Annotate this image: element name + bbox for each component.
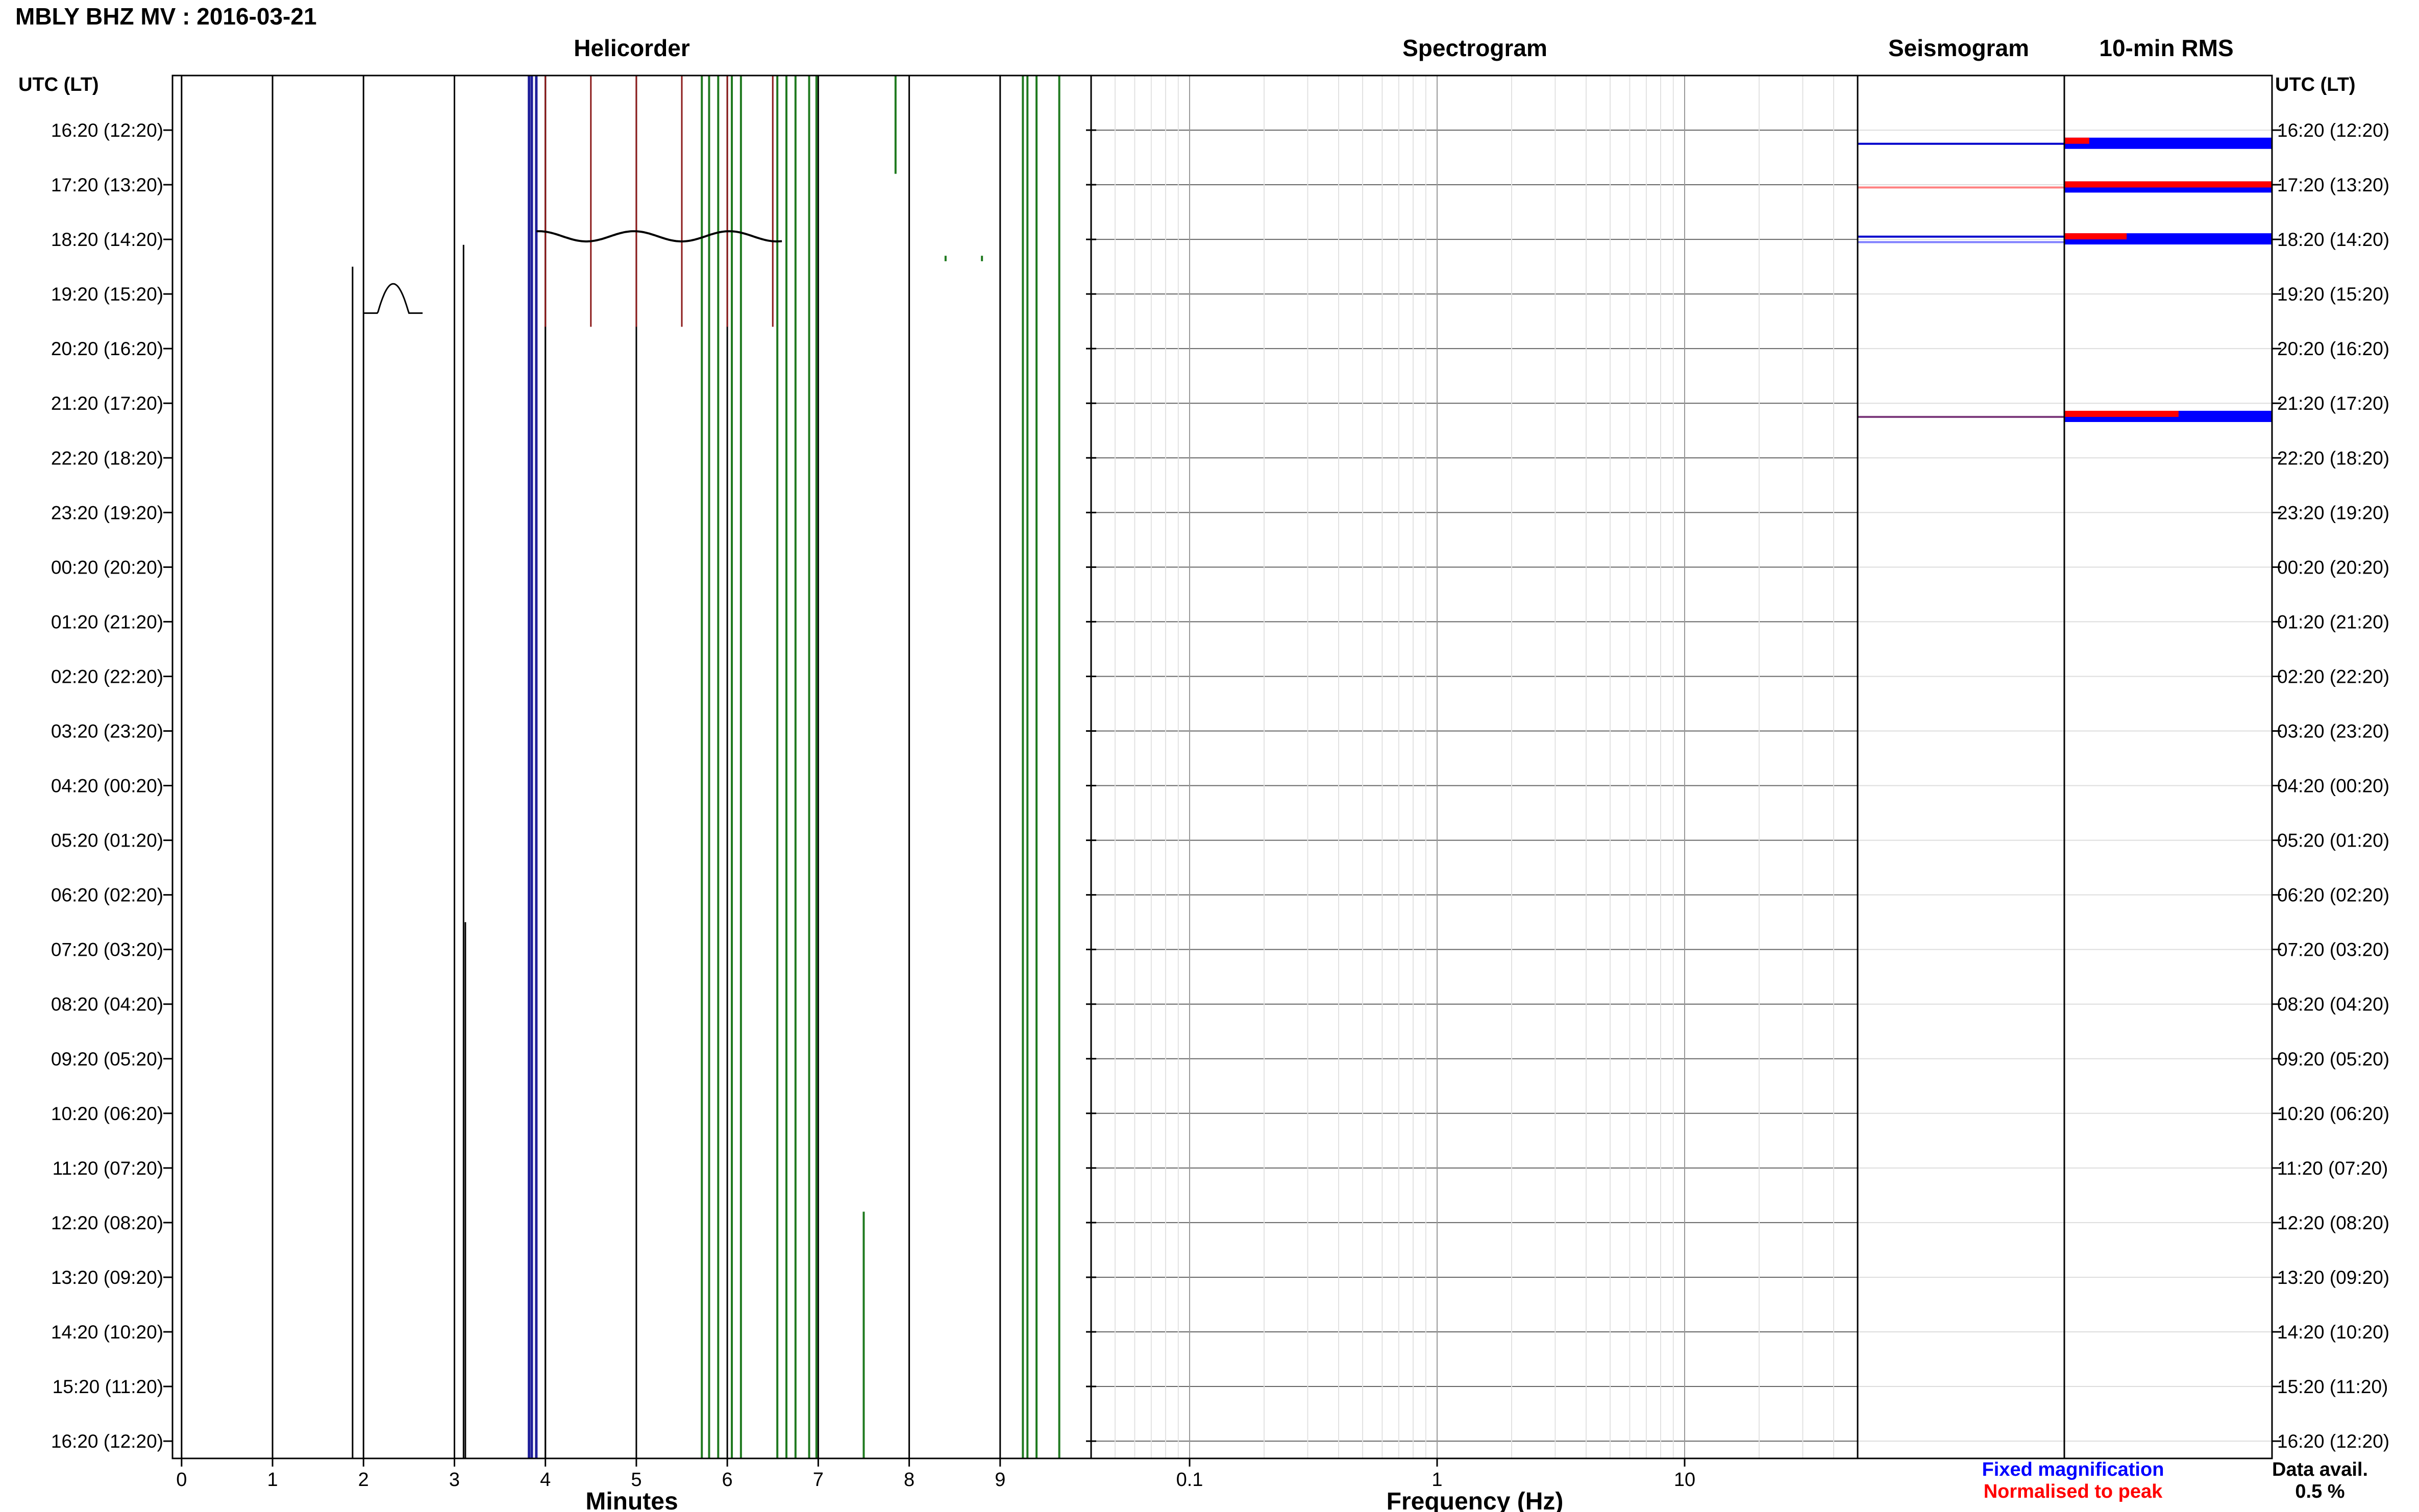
left-time-label: 09:20 (05:20) (51, 1049, 163, 1070)
left-time-label: 19:20 (15:20) (51, 284, 163, 305)
helicorder-x-tick-label: 7 (813, 1469, 824, 1491)
helicorder-x-tick-label: 1 (267, 1469, 278, 1491)
helicorder-x-tick-label: 5 (631, 1469, 641, 1491)
right-time-label: 20:20 (16:20) (2277, 338, 2389, 359)
right-time-label: 09:20 (05:20) (2277, 1049, 2389, 1070)
rms-bar-normalised (2064, 137, 2089, 144)
helicorder-traces (181, 76, 1060, 1458)
right-time-label: 10:20 (06:20) (2277, 1103, 2389, 1124)
right-time-label: 17:20 (13:20) (2277, 175, 2389, 195)
right-time-label: 18:20 (14:20) (2277, 229, 2389, 250)
right-time-label: 19:20 (15:20) (2277, 284, 2389, 305)
helicorder-x-tick-label: 4 (540, 1469, 551, 1491)
seismogram-traces (1858, 142, 2064, 418)
right-time-label: 23:20 (19:20) (2277, 502, 2389, 523)
helicorder-x-tick-label: 6 (722, 1469, 733, 1491)
data-avail-value: 0.5 % (2295, 1481, 2344, 1502)
spectrogram-x-tick-label: 1 (1431, 1469, 1442, 1491)
spectrogram-x-axis-label: Frequency (Hz) (1387, 1488, 1564, 1512)
right-time-label: 01:20 (21:20) (2277, 611, 2389, 632)
left-time-label: 16:20 (12:20) (51, 120, 163, 141)
left-time-label: 00:20 (20:20) (51, 557, 163, 578)
left-time-label: 12:20 (08:20) (51, 1212, 163, 1233)
rms-bar-normalised (2064, 181, 2272, 188)
left-time-label: 20:20 (16:20) (51, 338, 163, 359)
right-time-label: 00:20 (20:20) (2277, 557, 2389, 578)
data-avail-label: Data avail. (2272, 1459, 2368, 1480)
left-time-label: 15:20 (11:20) (53, 1376, 163, 1397)
right-time-label: 08:20 (04:20) (2277, 994, 2389, 1015)
left-time-label: 14:20 (10:20) (51, 1322, 163, 1343)
right-time-label: 04:20 (00:20) (2277, 776, 2389, 797)
left-time-label: 22:20 (18:20) (51, 448, 163, 468)
right-time-label: 07:20 (03:20) (2277, 939, 2389, 960)
left-time-label: 02:20 (22:20) (51, 666, 163, 687)
left-time-label: 23:20 (19:20) (51, 502, 163, 523)
axis-labels: 16:20 (12:20) 16:20 (12:20) 17:20 (13:20) 1… (51, 120, 2389, 1491)
left-time-label: 16:20 (12:20) (51, 1431, 163, 1452)
left-time-label: 18:20 (14:20) (51, 229, 163, 250)
left-time-label: 03:20 (23:20) (51, 721, 163, 741)
panel-frames (171, 75, 2273, 1459)
right-time-label: 12:20 (08:20) (2277, 1212, 2389, 1233)
rms-bar-normalised (2064, 410, 2179, 417)
right-time-label: 03:20 (23:20) (2277, 721, 2389, 741)
rms-bar-normalised (2064, 233, 2127, 240)
right-time-label: 21:20 (17:20) (2277, 393, 2389, 414)
right-time-label: 14:20 (10:20) (2277, 1322, 2389, 1343)
left-time-axis-label: UTC (LT) (18, 74, 99, 95)
helicorder-x-tick-label: 0 (176, 1469, 187, 1491)
helicorder-wave-segment (536, 230, 782, 243)
spectrogram-panel-title: Spectrogram (1402, 35, 1547, 61)
rms-bars (2064, 137, 2272, 422)
right-time-label: 05:20 (01:20) (2277, 830, 2389, 851)
right-time-label: 02:20 (22:20) (2277, 666, 2389, 687)
left-time-label: 07:20 (03:20) (51, 939, 163, 960)
left-time-label: 01:20 (21:20) (51, 611, 163, 632)
spectrogram-x-tick-label: 0.1 (1176, 1469, 1203, 1491)
right-time-label: 13:20 (09:20) (2277, 1267, 2389, 1288)
spectrogram-x-tick-label: 10 (1674, 1469, 1695, 1491)
left-time-label: 10:20 (06:20) (51, 1103, 163, 1124)
helicorder-x-tick-label: 8 (904, 1469, 915, 1491)
left-time-label: 13:20 (09:20) (51, 1267, 163, 1288)
right-time-label: 06:20 (02:20) (2277, 885, 2389, 906)
rms-frame (2063, 75, 2273, 1459)
right-time-label: 16:20 (12:20) (2277, 120, 2389, 141)
left-time-label: 11:20 (07:20) (53, 1158, 163, 1179)
left-time-label: 21:20 (17:20) (51, 393, 163, 414)
helicorder-x-tick-label: 9 (995, 1469, 1005, 1491)
helicorder-panel-title: Helicorder (574, 35, 690, 61)
left-time-label: 04:20 (00:20) (51, 776, 163, 797)
helicorder-x-tick-label: 2 (358, 1469, 369, 1491)
right-time-axis-label: UTC (LT) (2275, 74, 2356, 95)
legend-normalised-to-peak: Normalised to peak (1984, 1481, 2163, 1502)
right-time-label: 11:20 (07:20) (2277, 1158, 2388, 1179)
left-time-label: 06:20 (02:20) (51, 885, 163, 906)
right-time-label: 22:20 (18:20) (2277, 448, 2389, 468)
rms-bar-fixed (2064, 137, 2272, 149)
right-time-label: 16:20 (12:20) (2277, 1431, 2389, 1452)
right-time-label: 15:20 (11:20) (2277, 1376, 2388, 1397)
left-time-label: 17:20 (13:20) (51, 175, 163, 195)
seismogram-panel-title: Seismogram (1888, 35, 2029, 61)
helicorder-wave-segment (363, 283, 423, 314)
chart-title: MBLY BHZ MV : 2016-03-21 (15, 3, 317, 30)
rms-panel-title: 10-min RMS (2099, 35, 2233, 61)
legend-fixed-magnification: Fixed magnification (1982, 1459, 2164, 1480)
helicorder-x-axis-label: Minutes (585, 1488, 678, 1512)
helicorder-x-tick-label: 3 (449, 1469, 460, 1491)
left-time-label: 08:20 (04:20) (51, 994, 163, 1015)
left-time-label: 05:20 (01:20) (51, 830, 163, 851)
